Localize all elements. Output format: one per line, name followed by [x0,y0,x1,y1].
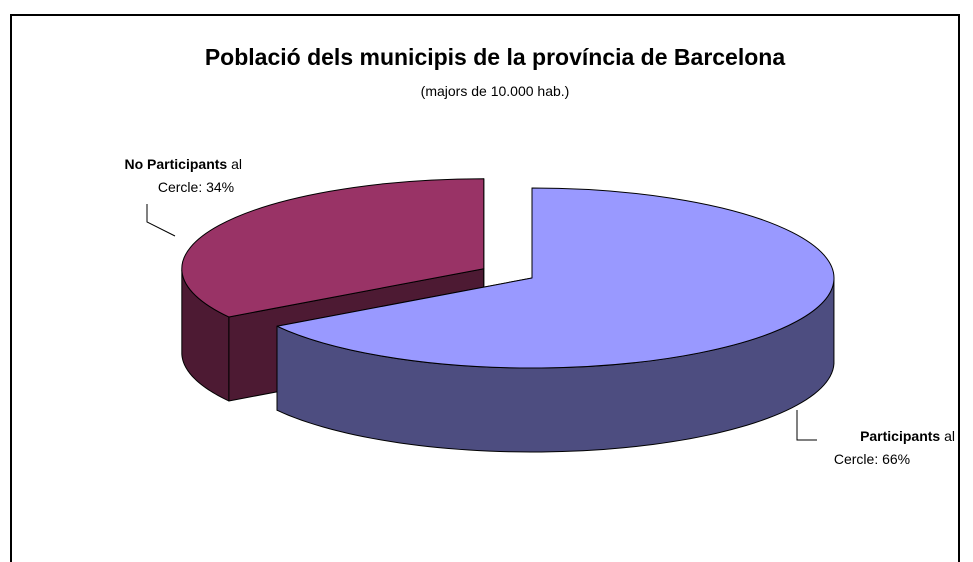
data-label-participants-bold: Participants [860,428,940,444]
pie-chart: Població dels municipis de la província … [125,44,956,467]
chart-title: Població dels municipis de la província … [205,44,785,70]
pie-slices [181,178,835,453]
data-label-no-participants-line2: Cercle: 34% [158,179,234,195]
data-label-no-participants: No Participants al [125,156,243,172]
data-label-no-participants-bold: No Participants [125,156,228,172]
data-label-participants-line2: Cercle: 66% [834,451,910,467]
data-label-participants: Participants al [860,428,955,444]
slice-top-no-participants [181,178,485,318]
data-label-participants-rest: al [940,428,955,444]
leader-line-no-participants [146,204,176,237]
leader-line-participants [796,410,817,441]
data-label-no-participants-rest: al [227,156,242,172]
slice-top-participants [276,187,835,369]
chart-subtitle: (majors de 10.000 hab.) [421,83,570,99]
